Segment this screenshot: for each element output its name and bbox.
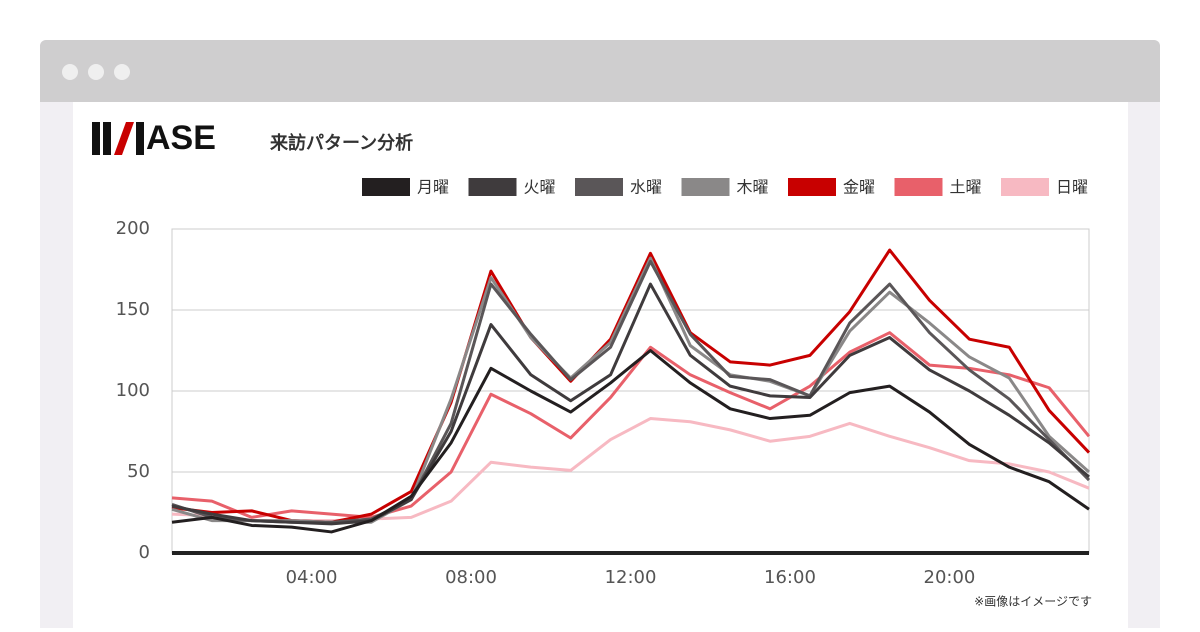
series-line bbox=[171, 331, 1091, 519]
series-line bbox=[171, 349, 1090, 534]
chart-title: 来訪パターン分析 bbox=[269, 132, 413, 154]
x-tick-label: 04:00 bbox=[286, 567, 338, 588]
legend-label: 木曜 bbox=[737, 178, 769, 197]
legend-label: 水曜 bbox=[630, 178, 662, 197]
logo-bar bbox=[136, 122, 144, 155]
legend-swatch bbox=[681, 178, 730, 196]
logo-text: ASE bbox=[146, 119, 216, 157]
note: ※画像はイメージです bbox=[974, 595, 1092, 609]
logo-slash bbox=[114, 122, 134, 155]
title-bar bbox=[40, 40, 1160, 102]
legend-swatch bbox=[468, 178, 517, 196]
y-tick-label: 100 bbox=[116, 380, 150, 401]
x-tick-label: 16:00 bbox=[764, 567, 816, 588]
legend-swatch bbox=[894, 178, 943, 196]
window-dot bbox=[62, 64, 78, 80]
y-tick-label: 50 bbox=[127, 461, 150, 482]
legend-label: 金曜 bbox=[843, 178, 875, 197]
window-dot bbox=[88, 64, 104, 80]
legend-label: 土曜 bbox=[950, 178, 982, 197]
legend-swatch bbox=[362, 178, 410, 196]
x-tick-label: 20:00 bbox=[924, 567, 976, 588]
logo-bar bbox=[92, 122, 100, 155]
legend-swatch bbox=[788, 178, 836, 196]
window-dot bbox=[114, 64, 130, 80]
series-line bbox=[171, 282, 1090, 526]
y-tick-label: 0 bbox=[139, 542, 150, 563]
legend-swatch bbox=[575, 178, 623, 196]
legend-swatch bbox=[1001, 178, 1049, 196]
logo-bar bbox=[103, 122, 111, 155]
logo: ASE bbox=[92, 119, 216, 157]
legend-label: 火曜 bbox=[524, 178, 556, 197]
legend-label: 月曜 bbox=[417, 178, 449, 197]
x-tick-label: 12:00 bbox=[605, 567, 657, 588]
legend-label: 日曜 bbox=[1056, 178, 1088, 197]
x-tick-label: 08:00 bbox=[445, 567, 497, 588]
y-tick-label: 200 bbox=[116, 218, 150, 239]
y-tick-label: 150 bbox=[116, 299, 150, 320]
